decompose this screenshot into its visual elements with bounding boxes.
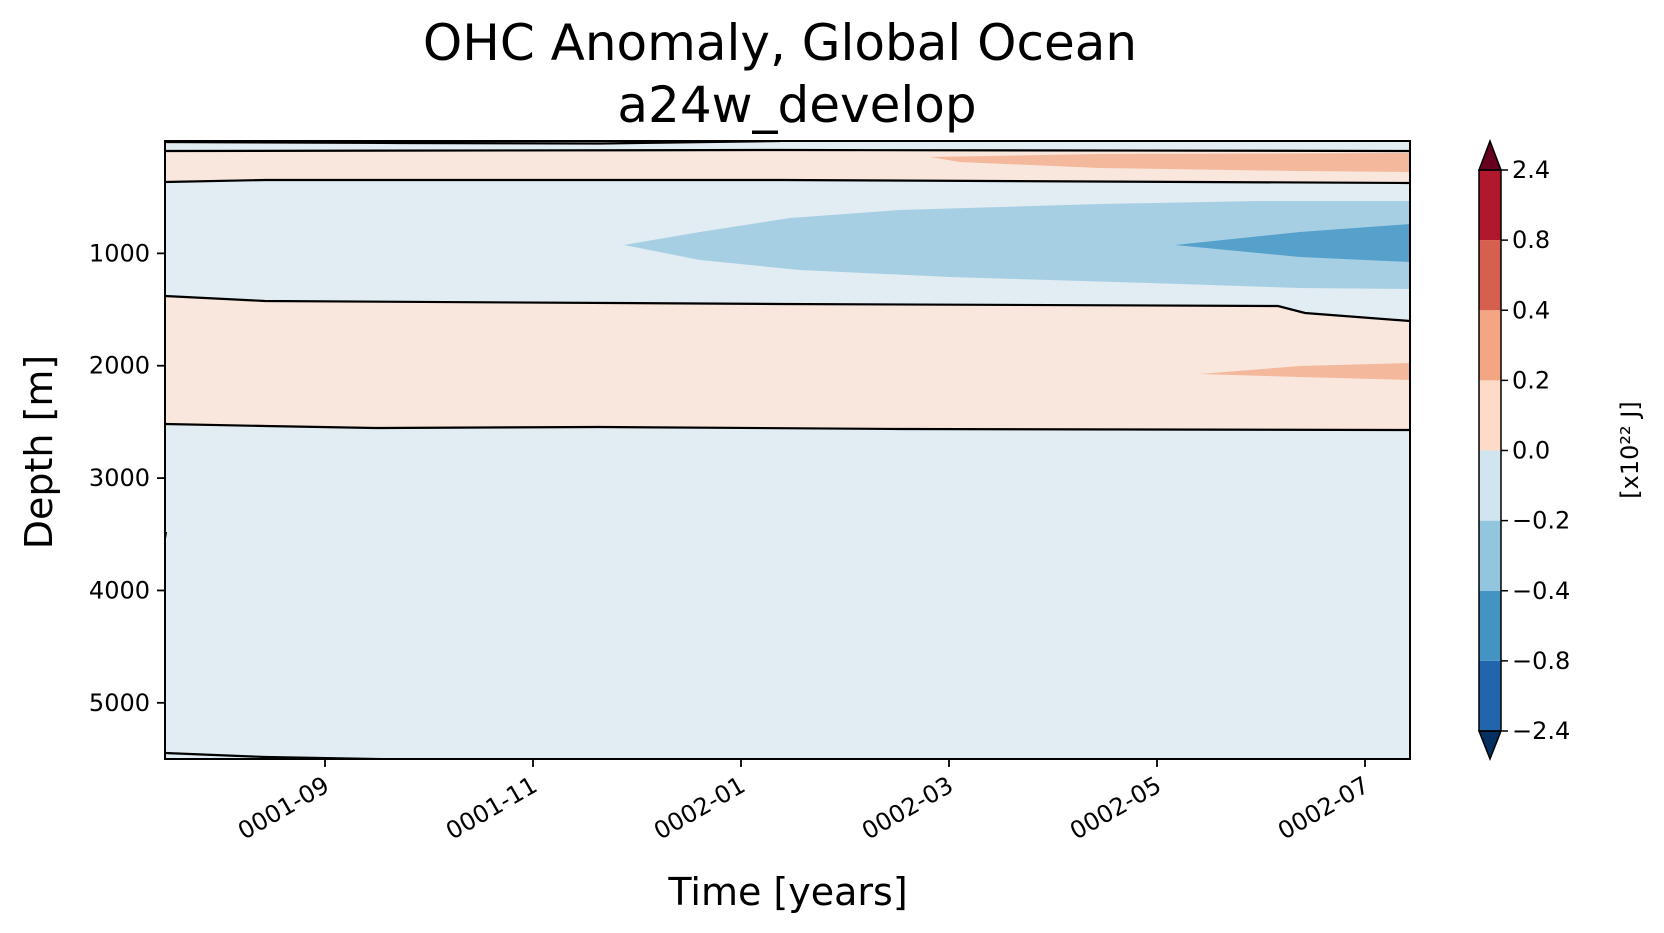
colorbar-segment xyxy=(1479,660,1501,731)
colorbar-segment xyxy=(1479,240,1501,311)
colorbar-tick-label: 0.8 xyxy=(1512,226,1550,254)
contour-line-middle xyxy=(165,294,1410,323)
x-tick-label: 0002-05 xyxy=(1065,771,1166,845)
colorbar-tick-label: −0.4 xyxy=(1512,577,1570,605)
y-tick-label: 4000 xyxy=(89,576,150,604)
y-axis-label: Depth [m] xyxy=(17,355,61,550)
x-tick-label: 0002-03 xyxy=(857,771,958,845)
colorbar-segment xyxy=(1479,310,1501,381)
colorbar-tick-label: −2.4 xyxy=(1512,717,1570,745)
x-tick-label: 0001-09 xyxy=(233,771,334,845)
x-tick-label: 0002-07 xyxy=(1273,771,1374,845)
y-tick-label: 1000 xyxy=(89,239,150,267)
contour-region-deep-neg xyxy=(165,424,1410,759)
colorbar-tick-label: −0.2 xyxy=(1512,507,1570,535)
plot-frame xyxy=(164,140,1411,760)
y-tick-label: 3000 xyxy=(89,464,150,492)
colorbar-label: [x10²² J] xyxy=(1616,401,1644,498)
contour-region-mid-neg-strong xyxy=(1175,224,1410,262)
contour-line-lower xyxy=(165,422,1410,432)
y-tick-label: 2000 xyxy=(89,352,150,380)
colorbar-segment xyxy=(1479,590,1501,661)
contour-region-upper-pos-strong xyxy=(930,153,1410,172)
contour-lines xyxy=(165,141,1410,759)
contour-region-mid-neg-med xyxy=(624,201,1410,289)
colorbar-tick-label: 0.4 xyxy=(1512,296,1550,324)
colorbar-segment xyxy=(1479,520,1501,591)
colorbar: −2.4 −0.8 −0.4 −0.2 0.0 0.2 0.4 0.8 2.4 xyxy=(1477,138,1570,762)
colorbar-tick-label: 0.0 xyxy=(1512,437,1550,465)
chart-subtitle: a24w_develop xyxy=(617,76,976,134)
colorbar-tick-label: 2.4 xyxy=(1512,156,1550,184)
x-tick-label: 0002-01 xyxy=(649,771,750,845)
colorbar-extend-bottom xyxy=(1477,730,1503,762)
colorbar-extend-top xyxy=(1477,138,1503,171)
colorbar-tick-label: −0.8 xyxy=(1512,647,1570,675)
colorbar-segment xyxy=(1479,450,1501,521)
colorbar-tick-label: 0.2 xyxy=(1512,366,1550,394)
contour-region-lower-pos xyxy=(165,296,1410,430)
x-tick-label: 0001-11 xyxy=(441,771,542,845)
y-tick-label: 5000 xyxy=(89,689,150,717)
contour-line-upper xyxy=(165,178,1410,185)
contour-line-surface xyxy=(165,141,781,145)
colorbar-segment xyxy=(1479,170,1501,241)
contour-line-top xyxy=(165,148,1410,153)
y-axis: 1000 2000 3000 4000 5000 xyxy=(89,239,165,717)
plot-area xyxy=(165,141,1410,759)
chart-title: OHC Anomaly, Global Ocean xyxy=(423,14,1137,72)
x-axis-label: Time [years] xyxy=(667,870,907,914)
x-axis: 0001-09 0001-11 0002-01 0002-03 0002-05 0002-… xyxy=(233,759,1374,845)
colorbar-segment xyxy=(1479,380,1501,451)
contour-line-bottom xyxy=(165,751,431,759)
contour-region-lower-pos-strong xyxy=(1200,363,1410,380)
